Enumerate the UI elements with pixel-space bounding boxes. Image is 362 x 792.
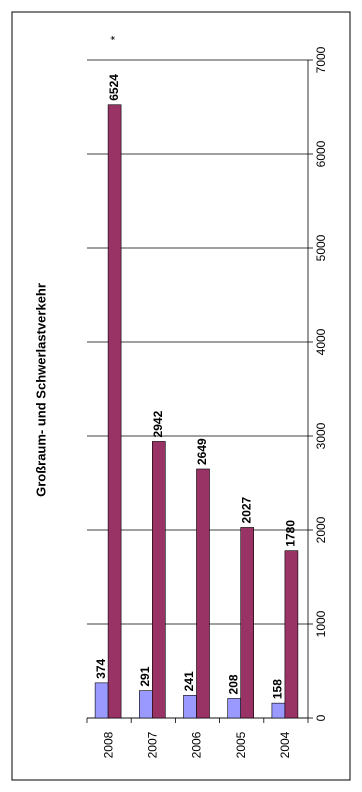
x-tick-label: 2004 [278, 731, 292, 758]
bar [240, 527, 254, 719]
chart-border [11, 11, 351, 781]
value-label: 241 [182, 671, 196, 691]
bar [227, 698, 241, 719]
y-tick-label: 4000 [314, 328, 328, 355]
value-label: 208 [226, 674, 240, 694]
x-tick-label: 2006 [190, 731, 204, 758]
y-tick-label: 1000 [314, 610, 328, 637]
bar [183, 695, 197, 719]
y-tick-label: 2000 [314, 516, 328, 543]
value-label: 374 [94, 658, 108, 678]
value-label: 291 [138, 666, 152, 686]
value-label: 2027 [239, 496, 253, 523]
bar [152, 441, 166, 719]
annotation: * [108, 35, 122, 40]
y-tick-label: 6000 [314, 140, 328, 167]
value-label: 1780 [284, 520, 298, 547]
bar [94, 682, 109, 719]
bar [284, 550, 299, 719]
value-label: 2649 [195, 438, 209, 465]
bar [196, 468, 210, 719]
y-tick-label: 7000 [314, 46, 328, 73]
x-tick-label: 2007 [145, 731, 159, 758]
bar [271, 702, 286, 719]
x-tick-label: 2008 [101, 731, 115, 758]
value-label: 6524 [107, 74, 121, 101]
bar [139, 690, 153, 719]
y-tick-label: 3000 [314, 422, 328, 449]
value-label: 2942 [151, 410, 165, 437]
y-tick-label: 0 [314, 714, 328, 721]
value-label: 158 [271, 679, 285, 699]
chart-title: Großraum- und Schwerlastverkehr [33, 283, 48, 497]
y-tick-label: 5000 [314, 234, 328, 261]
bar [107, 104, 122, 719]
x-tick-label: 2005 [234, 731, 248, 758]
